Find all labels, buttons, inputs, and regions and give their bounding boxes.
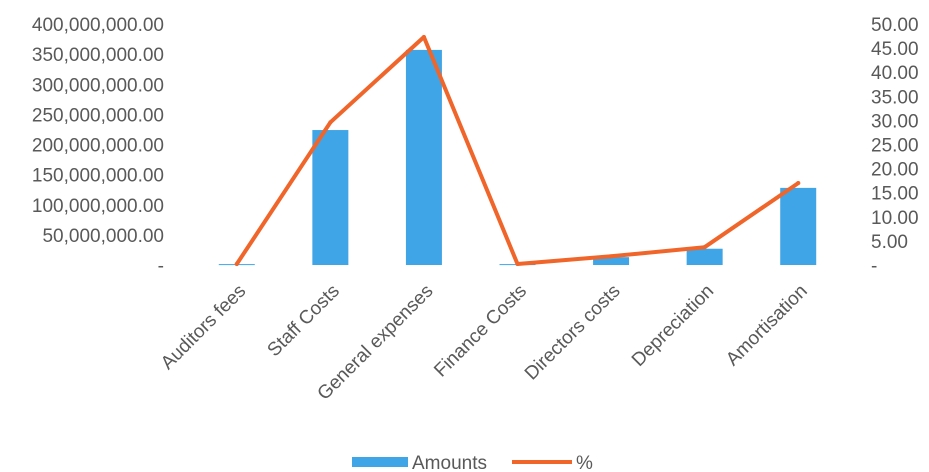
category-label: Auditors fees — [157, 281, 250, 374]
legend-percent-label: % — [576, 453, 593, 472]
right-axis: - 5.00 10.00 15.00 20.00 25.00 30.00 35.00 40.00… — [871, 15, 919, 277]
legend: Amounts % — [352, 453, 593, 472]
category-label: Staff Costs — [264, 281, 344, 361]
left-tick-label: 50,000,000.00 — [42, 226, 164, 247]
right-tick-label: 10.00 — [871, 208, 919, 229]
amounts-bars — [218, 49, 817, 266]
right-tick-label: 5.00 — [871, 232, 908, 253]
right-tick-label: 40.00 — [871, 63, 919, 84]
left-tick-label: 200,000,000.00 — [32, 136, 164, 157]
category-label: Finance Costs — [430, 281, 531, 382]
category-label: Directors costs — [521, 281, 625, 385]
right-tick-label: 45.00 — [871, 39, 919, 60]
left-axis: - 50,000,000.00 100,000,000.00 150,000,000.… — [32, 15, 164, 277]
right-tick-label: 25.00 — [871, 136, 919, 157]
category-label: Amortisation — [722, 281, 812, 371]
left-tick-label: 300,000,000.00 — [32, 75, 164, 96]
bar — [312, 130, 349, 265]
right-tick-label: 20.00 — [871, 160, 919, 181]
left-tick-label: 400,000,000.00 — [32, 15, 164, 36]
right-tick-label: - — [871, 256, 877, 277]
line-point — [796, 181, 801, 186]
right-tick-label: 30.00 — [871, 111, 919, 132]
line-point — [328, 120, 333, 125]
line-point — [421, 35, 426, 40]
bar — [405, 49, 442, 265]
right-tick-label: 50.00 — [871, 15, 919, 36]
right-tick-label: 35.00 — [871, 87, 919, 108]
line-point — [609, 254, 614, 259]
line-point — [234, 262, 239, 267]
left-tick-label: 100,000,000.00 — [32, 196, 164, 217]
left-tick-label: - — [158, 256, 164, 277]
line-point — [515, 262, 520, 267]
bar — [593, 257, 630, 265]
legend-amounts-swatch — [352, 457, 408, 467]
legend-amounts-label: Amounts — [412, 453, 487, 472]
category-label: Depreciation — [628, 281, 718, 371]
line-point — [702, 245, 707, 250]
bar — [780, 187, 817, 265]
left-tick-label: 150,000,000.00 — [32, 166, 164, 187]
left-tick-label: 350,000,000.00 — [32, 45, 164, 66]
percent-line — [234, 35, 801, 267]
right-tick-label: 15.00 — [871, 184, 919, 205]
left-tick-label: 250,000,000.00 — [32, 105, 164, 126]
bar — [686, 248, 723, 265]
